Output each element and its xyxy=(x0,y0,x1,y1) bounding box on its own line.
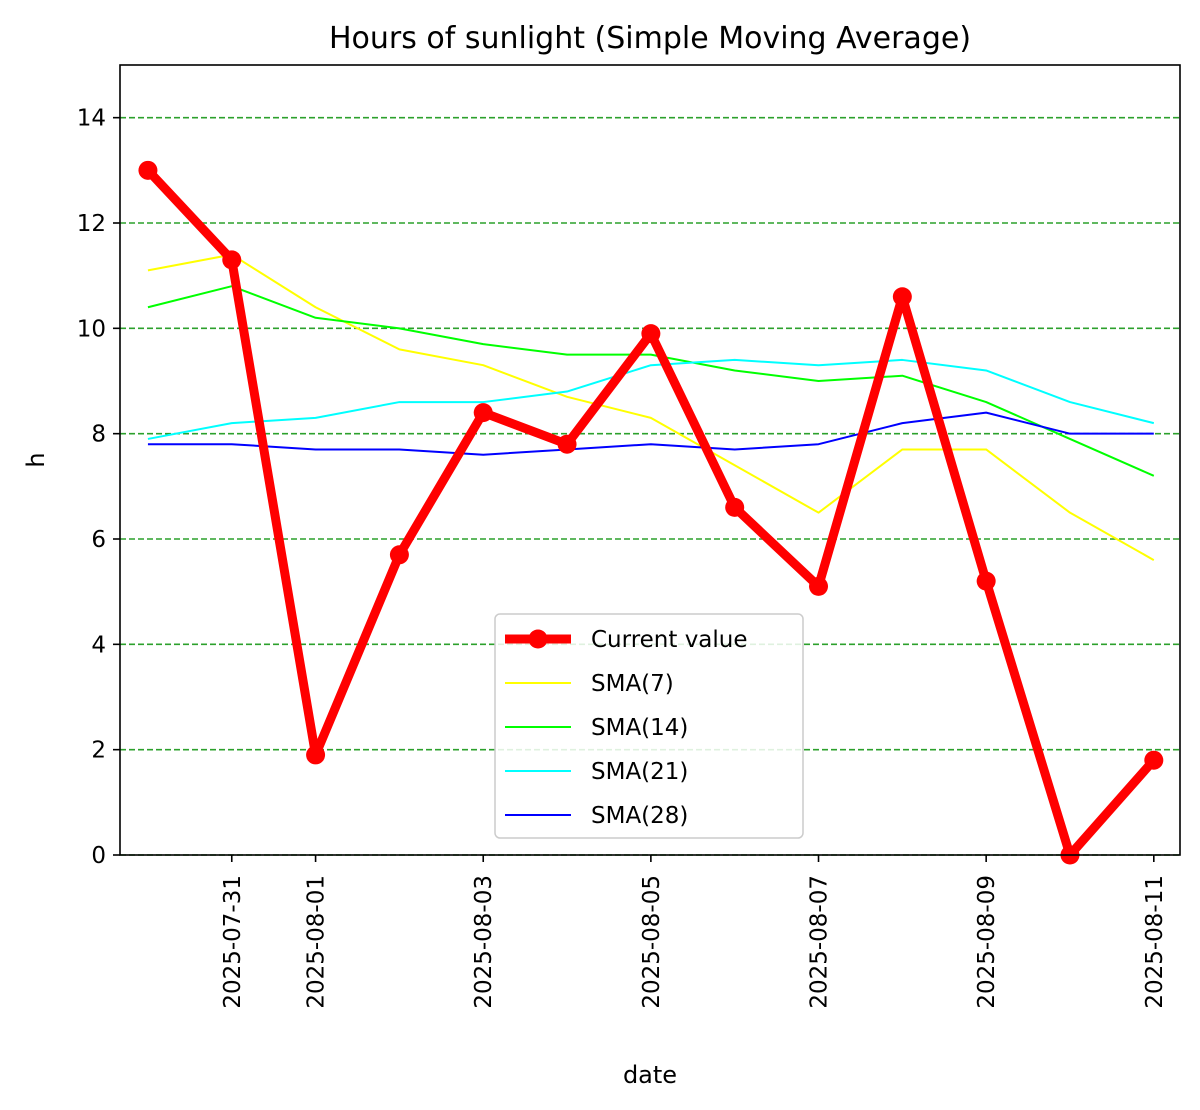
legend-item: SMA(14) xyxy=(505,715,688,741)
data-point xyxy=(1144,750,1164,770)
series-line xyxy=(147,253,1155,561)
legend: Current value SMA(7) SMA(14) SMA(21) SMA(28) xyxy=(494,613,804,839)
series-line xyxy=(147,411,1154,456)
data-point xyxy=(389,545,409,565)
chart-title: Hours of sunlight (Simple Moving Average… xyxy=(329,21,971,56)
x-tick-label: 2025-07-31 xyxy=(220,875,246,1009)
legend-label: SMA(28) xyxy=(591,803,688,829)
legend-label: SMA(7) xyxy=(591,671,674,697)
x-tick-label: 2025-08-11 xyxy=(1142,875,1168,1009)
series-sma-7- xyxy=(147,253,1155,561)
data-point xyxy=(976,571,996,591)
y-tick-label: 12 xyxy=(77,211,106,237)
legend-item: SMA(21) xyxy=(505,759,688,785)
data-point xyxy=(557,434,577,454)
series-line xyxy=(147,358,1155,440)
data-point xyxy=(725,497,745,517)
data-point xyxy=(473,403,493,423)
series-sma-28- xyxy=(147,411,1154,456)
y-tick-label: 4 xyxy=(91,632,106,658)
series-sma-14- xyxy=(147,285,1155,477)
x-tick-label: 2025-08-01 xyxy=(304,875,330,1009)
series-current-value xyxy=(138,160,1164,865)
x-tick-label: 2025-08-09 xyxy=(974,875,1000,1009)
y-tick-label: 0 xyxy=(91,843,106,869)
data-point xyxy=(306,745,326,765)
legend-item: SMA(7) xyxy=(505,671,674,697)
y-tick-label: 6 xyxy=(91,527,106,553)
data-point xyxy=(641,324,661,344)
y-tick-label: 10 xyxy=(77,316,106,342)
y-tick-label: 2 xyxy=(91,738,106,764)
x-tick-label: 2025-08-07 xyxy=(807,875,833,1009)
legend-marker xyxy=(528,629,548,649)
plot-frame xyxy=(119,64,1181,856)
ticks: 0 2 4 6 8 10 12 14 2025-07-31 2025-08-01 2025-08-0… xyxy=(77,106,1168,1009)
series-sma-21- xyxy=(147,358,1155,440)
y-tick-label: 8 xyxy=(91,422,106,448)
series-line xyxy=(147,285,1155,477)
grid xyxy=(120,116,1180,856)
y-axis-label: h xyxy=(22,452,50,467)
legend-label: SMA(14) xyxy=(591,715,688,741)
data-point xyxy=(138,160,158,180)
legend-label: Current value xyxy=(591,627,748,653)
legend-item: Current value xyxy=(505,627,748,653)
y-tick-label: 14 xyxy=(77,106,106,132)
series-layer xyxy=(138,160,1164,865)
x-tick-label: 2025-08-05 xyxy=(639,875,665,1009)
data-point xyxy=(222,250,242,270)
legend-item: SMA(28) xyxy=(505,803,688,829)
data-point xyxy=(892,287,912,307)
data-point xyxy=(809,576,829,596)
x-axis-label: date xyxy=(623,1061,677,1089)
legend-label: SMA(21) xyxy=(591,759,688,785)
x-tick-label: 2025-08-03 xyxy=(471,875,497,1009)
legend-box xyxy=(494,613,804,839)
